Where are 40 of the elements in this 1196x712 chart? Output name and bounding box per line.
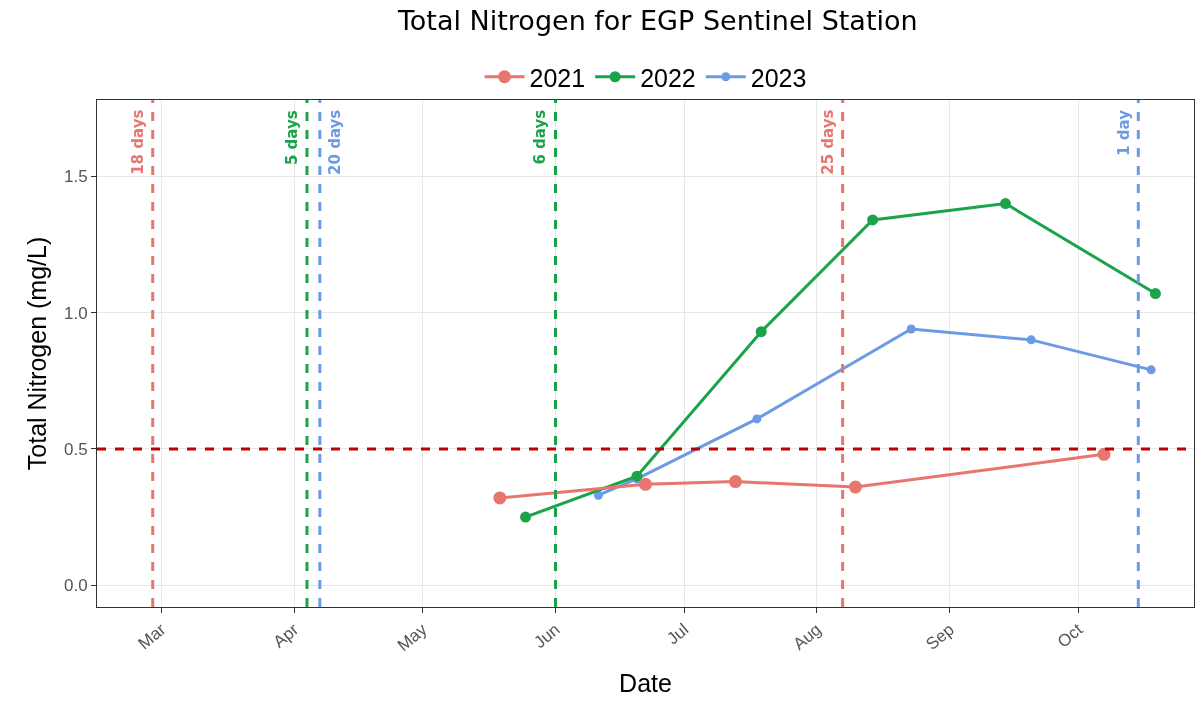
x-tick-label: May — [393, 619, 432, 656]
x-axis-title: Date — [619, 669, 672, 698]
x-tick-label: Sep — [922, 619, 958, 654]
legend-label: 2021 — [529, 63, 586, 92]
point — [848, 480, 862, 494]
legend-label: 2022 — [640, 63, 696, 92]
point — [729, 475, 742, 489]
y-tick-label: 0.5 — [63, 439, 88, 459]
y-tick-label: 0.0 — [63, 576, 88, 596]
ref-line-label: 6 days — [531, 109, 550, 165]
y-tick-label: 1.0 — [63, 303, 88, 323]
point — [1026, 335, 1036, 345]
point — [1149, 288, 1161, 300]
point — [1097, 447, 1111, 461]
point — [867, 214, 879, 226]
x-tick-label: Oct — [1053, 619, 1087, 652]
x-tick-label: Jul — [663, 619, 693, 649]
y-axis-title: Total Nitrogen (mg/L) — [22, 236, 51, 471]
chart-title: Total Nitrogen for EGP Sentinel Station — [396, 4, 918, 36]
ref-line-label: 5 days — [282, 110, 301, 166]
point — [906, 324, 916, 334]
x-tick-label: Aug — [789, 619, 825, 654]
ref-line-label: 20 days — [325, 109, 344, 175]
y-tick-label: 1.5 — [63, 167, 88, 187]
x-tick-label: Apr — [269, 619, 303, 652]
point — [999, 198, 1011, 210]
point — [631, 470, 643, 482]
point — [639, 477, 652, 491]
point — [493, 491, 507, 505]
x-tick-label: Jun — [530, 619, 564, 653]
ref-line-label: 1 day — [1114, 109, 1133, 156]
point — [520, 511, 532, 523]
ref-line-label: 25 days — [818, 109, 837, 175]
x-tick-label: Mar — [134, 619, 170, 654]
point — [1146, 365, 1156, 375]
ref-line-label: 18 days — [128, 109, 147, 175]
point — [593, 490, 603, 500]
point — [752, 414, 762, 424]
legend-label: 2023 — [750, 63, 807, 92]
point — [755, 326, 767, 338]
